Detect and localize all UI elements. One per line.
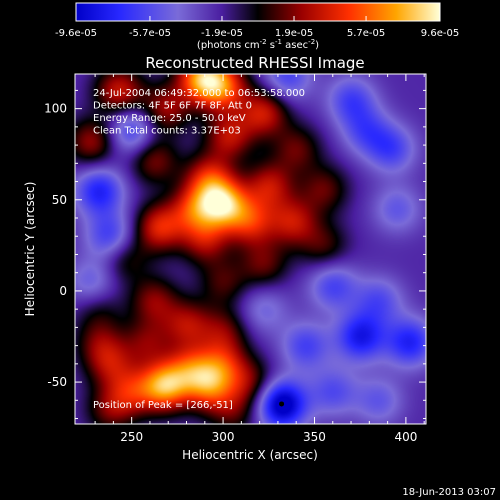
footer-date: 18-Jun-2013 03:07 (402, 487, 496, 498)
y-tick-label: 100 (44, 102, 67, 116)
y-tick-label: -50 (47, 375, 67, 389)
colorbar-labels: -9.6e-05 -5.7e-05 -1.9e-05 1.9e-05 5.7e-05 9.… (55, 28, 459, 39)
info-line: Energy Range: 25.0 - 50.0 keV (93, 113, 246, 124)
x-tick-label: 350 (303, 430, 326, 444)
y-tick-label: 50 (52, 193, 67, 207)
colorbar-tick-label: -9.6e-05 (55, 28, 97, 39)
info-line: 24-Jul-2004 06:49:32.000 to 06:53:58.000 (93, 88, 305, 99)
peak-marker (279, 401, 285, 407)
x-axis-label: Heliocentric X (arcsec) (182, 448, 318, 462)
colorbar-tick-label: 1.9e-05 (275, 28, 313, 39)
colorbar-unit-label: (photons cm-2 s-1 asec-2) (197, 38, 319, 51)
plot-frame (74, 73, 427, 425)
colorbar (75, 2, 441, 22)
chart-title: Reconstructed RHESSI Image (145, 54, 364, 72)
y-axis-label: Heliocentric Y (arcsec) (23, 182, 37, 317)
info-block: 24-Jul-2004 06:49:32.000 to 06:53:58.000… (93, 88, 305, 137)
x-tick-label: 400 (394, 430, 417, 444)
info-line: Detectors: 4F 5F 6F 7F 8F, Att 0 (93, 101, 252, 112)
y-tick-label: 0 (59, 284, 67, 298)
colorbar-ticks (75, 16, 441, 21)
info-line: Clean Total counts: 3.37E+03 (93, 126, 241, 137)
colorbar-tick-label: -5.7e-05 (129, 28, 171, 39)
peak-position-label: Position of Peak = [266,-51] (93, 400, 233, 411)
y-axis-ticks: -50 0 50 100 (44, 89, 426, 420)
x-axis-ticks: 250 300 350 400 (94, 74, 425, 444)
x-tick-label: 300 (212, 430, 235, 444)
colorbar-tick-label: -1.9e-05 (201, 28, 243, 39)
heatmap-image (75, 74, 426, 424)
colorbar-tick-label: 5.7e-05 (347, 28, 385, 39)
colorbar-tick-label: 9.6e-05 (421, 28, 459, 39)
x-tick-label: 250 (120, 430, 143, 444)
